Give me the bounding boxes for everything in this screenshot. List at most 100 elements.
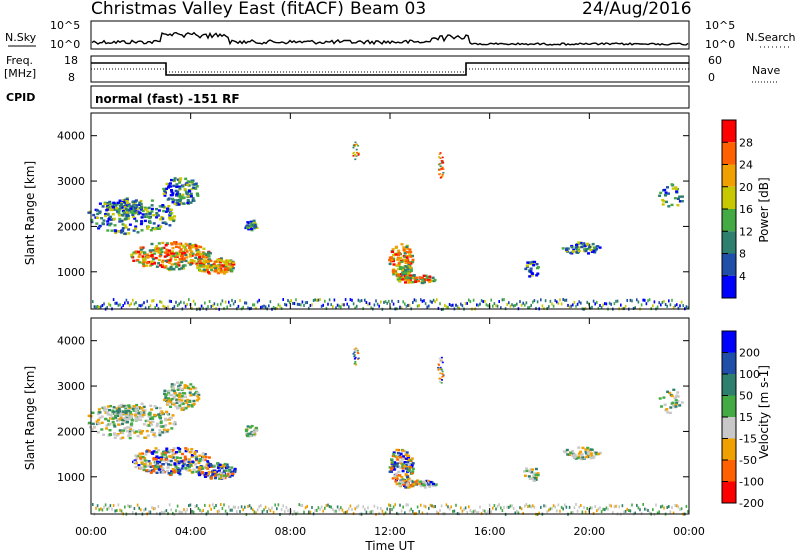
echo-cell: [125, 426, 129, 429]
echo-cell: [154, 247, 158, 250]
echo-cell: [311, 506, 313, 509]
echo-cell: [404, 261, 408, 264]
echo-cell: [418, 304, 420, 308]
echo-cell: [532, 479, 536, 482]
echo-cell: [436, 298, 438, 302]
echo-cell: [583, 244, 587, 247]
echo-cell: [182, 462, 186, 465]
echo-cell: [392, 254, 396, 257]
echo-cell: [163, 398, 167, 401]
echo-cell: [567, 303, 569, 307]
echo-cell: [390, 468, 393, 471]
echo-cell: [255, 429, 259, 432]
echo-cell: [163, 392, 167, 395]
echo-cell: [167, 399, 171, 402]
echo-cell: [178, 200, 182, 203]
echo-cell: [425, 479, 429, 483]
echo-cell: [232, 505, 235, 509]
echo-cell: [149, 404, 153, 407]
echo-cell: [672, 511, 675, 515]
echo-cell: [669, 406, 673, 409]
x-tick-label: 00:00: [75, 525, 107, 538]
echo-cell: [141, 455, 145, 459]
echo-cell: [182, 459, 186, 462]
echo-cell: [192, 402, 196, 406]
echo-cell: [192, 260, 196, 263]
echo-cell: [441, 166, 444, 169]
echo-cell: [355, 151, 358, 154]
echo-cell: [165, 399, 169, 402]
echo-cell: [161, 204, 165, 207]
echo-cell: [132, 405, 136, 408]
echo-cell: [143, 206, 147, 209]
echo-cell: [532, 504, 534, 508]
echo-cell: [201, 452, 205, 455]
echo-cell: [202, 509, 204, 512]
echo-cell: [196, 250, 200, 254]
echo-cell: [341, 508, 344, 512]
echo-cell: [598, 246, 602, 249]
echo-cell: [549, 299, 552, 303]
echo-cell: [368, 302, 371, 306]
echo-cell: [156, 461, 160, 465]
echo-cell: [296, 511, 299, 515]
echo-cell: [87, 414, 91, 417]
echo-cell: [442, 162, 445, 164]
echo-cell: [156, 465, 160, 468]
echo-cell: [412, 509, 414, 513]
echo-cell: [429, 483, 433, 486]
echo-cell: [220, 259, 224, 262]
echo-cell: [280, 306, 283, 310]
echo-cell: [216, 303, 219, 307]
echo-cell: [407, 281, 411, 284]
echo-cell: [492, 506, 494, 510]
echo-cell: [322, 303, 324, 307]
echo-cell: [406, 270, 410, 273]
y-tick-label: 4000: [57, 335, 85, 348]
echo-cell: [173, 241, 176, 244]
echo-cell: [579, 242, 583, 245]
echo-cell: [441, 370, 444, 373]
echo-cell: [680, 401, 684, 404]
echo-cell: [410, 507, 412, 511]
echo-cell: [439, 509, 441, 512]
echo-cell: [665, 200, 668, 204]
echo-cell: [175, 245, 178, 248]
echo-cell: [586, 451, 590, 455]
echo-cell: [130, 253, 134, 257]
echo-cell: [185, 192, 189, 196]
echo-cell: [91, 422, 95, 425]
echo-cell: [98, 211, 102, 215]
echo-cell: [391, 454, 395, 458]
echo-cell: [503, 505, 505, 509]
echo-cell: [153, 413, 156, 417]
echo-cell: [245, 301, 248, 305]
echo-cell: [301, 300, 304, 304]
echo-cell: [178, 258, 182, 261]
echo-cell: [253, 226, 257, 230]
echo-cell: [105, 411, 109, 414]
echo-cell: [354, 362, 357, 365]
echo-cell: [599, 304, 601, 307]
echo-cell: [231, 267, 235, 270]
echo-cell: [554, 505, 556, 509]
echo-cell: [660, 405, 663, 408]
echo-cell: [634, 511, 636, 515]
echo-cell: [389, 504, 392, 508]
echo-cell: [529, 468, 533, 471]
echo-cell: [117, 503, 120, 507]
echo-cell: [639, 508, 641, 512]
echo-cell: [145, 450, 149, 453]
echo-cell: [119, 437, 123, 440]
echo-cell: [306, 504, 308, 508]
echo-cell: [182, 202, 185, 205]
echo-cell: [401, 465, 405, 468]
echo-cell: [587, 252, 590, 255]
echo-cell: [648, 511, 651, 515]
echo-cell: [150, 260, 154, 263]
echo-cell: [204, 503, 206, 507]
echo-cell: [593, 246, 596, 249]
echo-cell: [508, 301, 510, 305]
echo-cell: [166, 253, 170, 256]
echo-cell: [427, 483, 431, 486]
